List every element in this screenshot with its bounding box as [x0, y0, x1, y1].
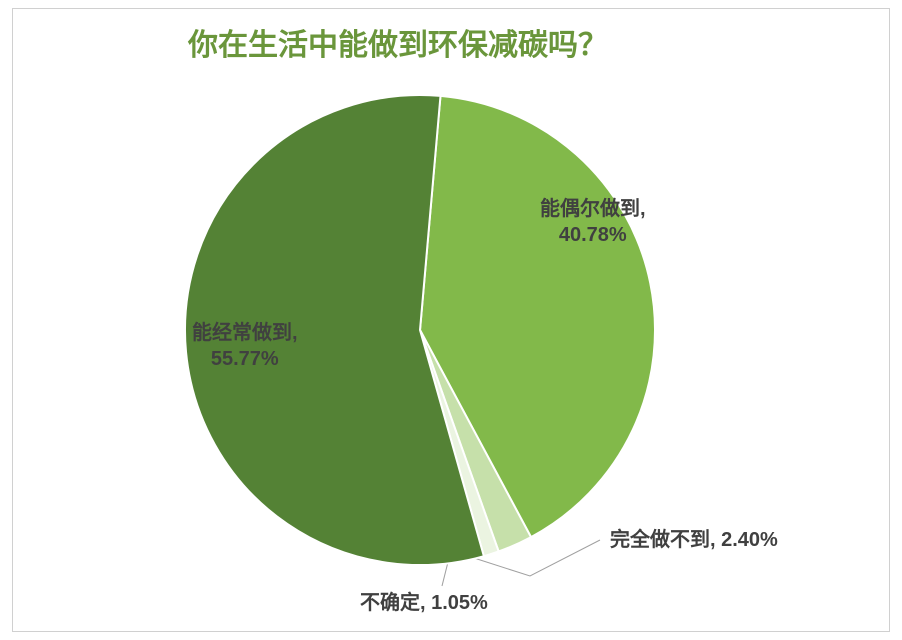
- slice-label-能经常做到: 能经常做到,55.77%: [192, 320, 298, 372]
- slice-label-line1: 不确定, 1.05%: [360, 590, 488, 616]
- leader-line: [442, 562, 448, 586]
- slice-label-line2: 40.78%: [540, 222, 646, 248]
- slice-label-line1: 能偶尔做到,: [540, 196, 646, 222]
- slice-label-完全做不到: 完全做不到, 2.40%: [610, 527, 778, 553]
- slice-label-不确定: 不确定, 1.05%: [360, 590, 488, 616]
- pie-chart-container: 你在生活中能做到环保减碳吗？能偶尔做到,40.78%完全做不到, 2.40%不确…: [0, 0, 902, 640]
- slice-label-line1: 完全做不到, 2.40%: [610, 527, 778, 553]
- slice-label-能偶尔做到: 能偶尔做到,40.78%: [540, 196, 646, 248]
- slice-label-line2: 55.77%: [192, 346, 298, 372]
- slice-label-line1: 能经常做到,: [192, 320, 298, 346]
